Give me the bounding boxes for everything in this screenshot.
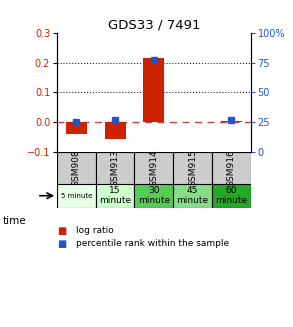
Bar bbox=[66, 122, 87, 134]
Text: GSM914: GSM914 bbox=[149, 149, 158, 187]
Text: ■: ■ bbox=[57, 226, 67, 235]
Text: GSM913: GSM913 bbox=[111, 149, 120, 187]
Bar bbox=[173, 152, 212, 184]
Bar bbox=[57, 184, 96, 208]
Text: percentile rank within the sample: percentile rank within the sample bbox=[76, 239, 229, 248]
Text: time: time bbox=[3, 216, 27, 226]
Bar bbox=[134, 152, 173, 184]
Text: 30
minute: 30 minute bbox=[138, 186, 170, 205]
Bar bbox=[134, 184, 173, 208]
Text: 45
minute: 45 minute bbox=[176, 186, 209, 205]
Bar bbox=[105, 122, 126, 139]
Bar bbox=[96, 184, 134, 208]
Text: log ratio: log ratio bbox=[76, 226, 114, 235]
Bar bbox=[221, 121, 242, 122]
Text: GSM915: GSM915 bbox=[188, 149, 197, 187]
Bar bbox=[173, 184, 212, 208]
Text: GSM916: GSM916 bbox=[227, 149, 236, 187]
Text: ■: ■ bbox=[57, 239, 67, 249]
Text: 5 minute: 5 minute bbox=[61, 193, 92, 199]
Bar bbox=[57, 152, 96, 184]
Text: GSM908: GSM908 bbox=[72, 149, 81, 187]
Bar bbox=[212, 152, 251, 184]
Title: GDS33 / 7491: GDS33 / 7491 bbox=[108, 19, 200, 31]
Text: 60
minute: 60 minute bbox=[215, 186, 247, 205]
Bar bbox=[212, 184, 251, 208]
Bar bbox=[143, 58, 164, 122]
Bar bbox=[96, 152, 134, 184]
Text: 15
minute: 15 minute bbox=[99, 186, 131, 205]
